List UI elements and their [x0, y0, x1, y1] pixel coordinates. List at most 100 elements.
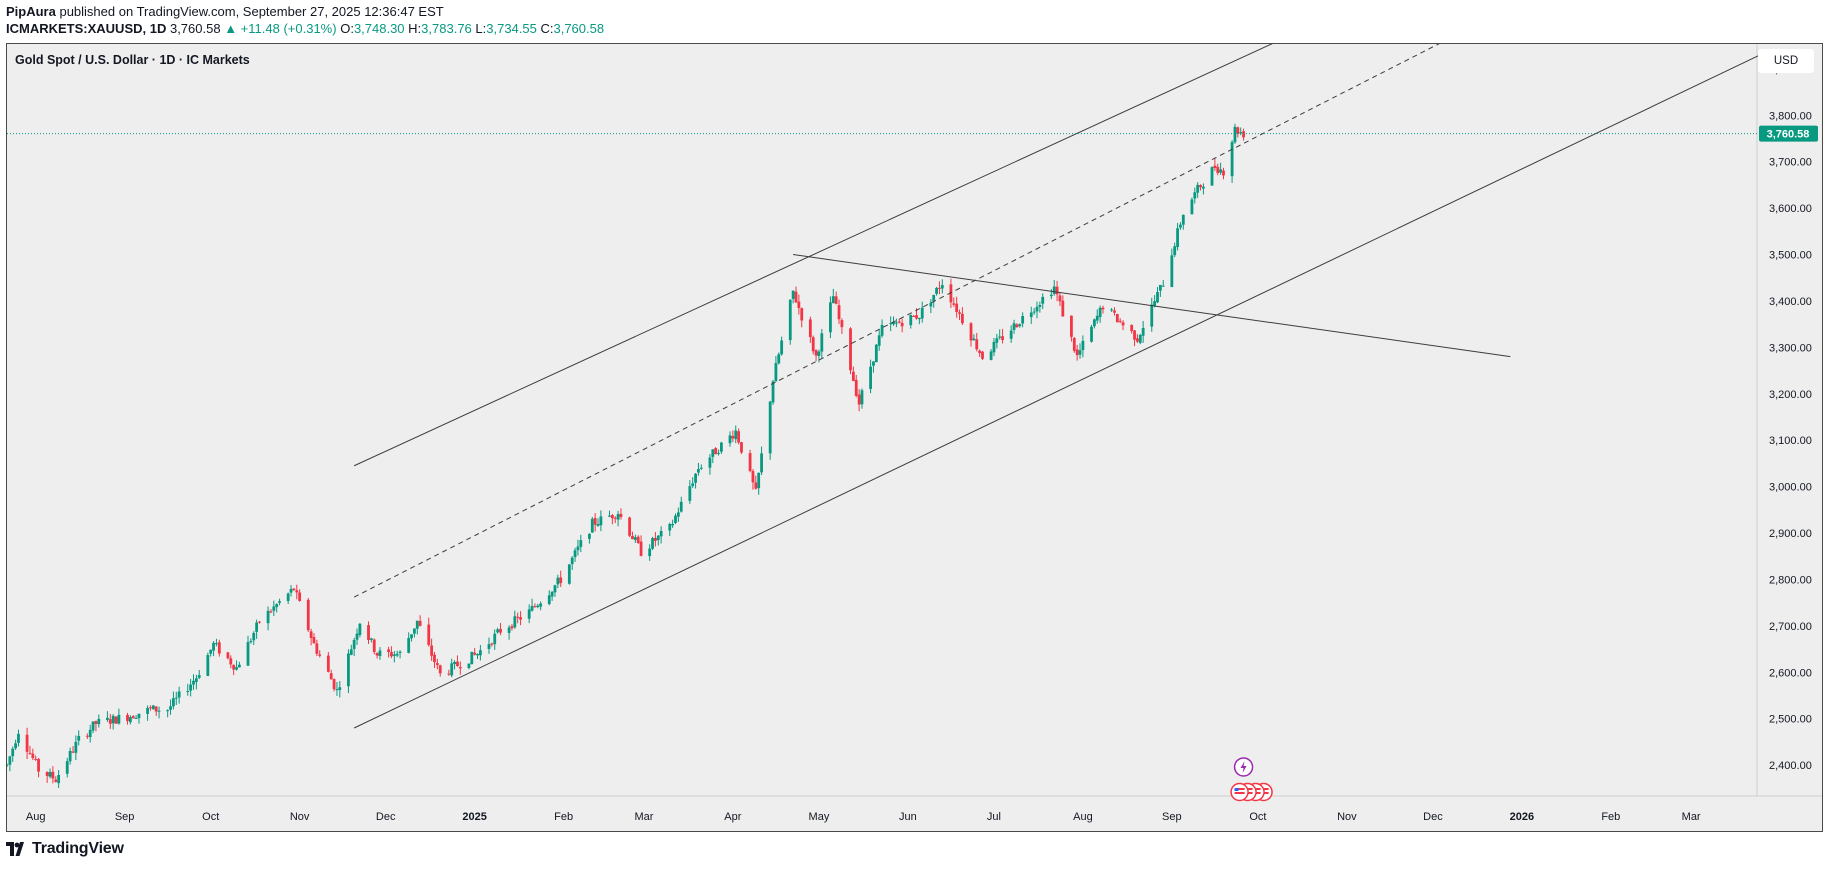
flag-canton [1234, 788, 1239, 791]
candle-body [31, 753, 35, 759]
author-name[interactable]: PipAura [6, 4, 56, 19]
candle [1090, 324, 1093, 343]
candle [278, 598, 281, 606]
candle [149, 705, 152, 711]
candle [1078, 343, 1082, 359]
candle [628, 516, 631, 538]
candle-body [111, 715, 115, 724]
candle [708, 454, 712, 475]
candle-body [539, 603, 543, 607]
candle-body [318, 654, 322, 656]
candle-body [249, 640, 253, 643]
candle-body [748, 453, 752, 471]
candle-body [1032, 311, 1036, 313]
candle-body [269, 611, 273, 613]
candle-body [978, 350, 982, 353]
y-tick-label: 3,200.00 [1769, 389, 1812, 401]
candle [909, 314, 913, 329]
candle-body [65, 761, 69, 774]
candle-body [915, 315, 918, 319]
candle-body [387, 649, 390, 652]
close-value: 3,760.58 [553, 21, 605, 36]
candle [174, 691, 178, 705]
candle-body [209, 649, 213, 654]
candle-body [453, 662, 456, 665]
candle-body [117, 714, 121, 724]
candle-body [458, 667, 462, 669]
candle [217, 639, 221, 657]
candle-body [1170, 255, 1174, 288]
y-tick-label: 3,300.00 [1769, 342, 1812, 354]
candle-body [811, 337, 815, 352]
candle-body [1133, 330, 1136, 340]
candle [656, 534, 660, 546]
candle-body [349, 649, 353, 655]
candle [938, 281, 941, 295]
x-tick-label: 2026 [1510, 811, 1534, 823]
y-tick-label: 3,800.00 [1769, 110, 1812, 122]
currency-button[interactable]: USD [1758, 49, 1814, 73]
candle [576, 539, 580, 556]
candle-body [981, 351, 984, 359]
candle-body [1222, 170, 1225, 176]
candle [1118, 318, 1122, 324]
candle [326, 651, 330, 673]
candle-body [367, 625, 370, 640]
candle [872, 361, 875, 373]
candle [117, 708, 121, 725]
candle-body [613, 517, 617, 519]
candle-body [639, 541, 643, 556]
candle [800, 307, 804, 328]
candle [338, 680, 342, 698]
candle-body [1070, 315, 1073, 337]
candle [1176, 222, 1179, 251]
candle-body [573, 550, 577, 558]
candle-body [1179, 224, 1182, 228]
candle [1081, 335, 1085, 358]
x-tick-label: Oct [202, 811, 219, 823]
candle [433, 651, 436, 669]
flag-stripe [1234, 788, 1245, 790]
candle-body [992, 341, 996, 353]
candle [1222, 167, 1225, 180]
y-tick-label: 3,100.00 [1769, 435, 1812, 447]
candle-body [77, 735, 81, 741]
candle [94, 720, 98, 732]
candle-body [375, 653, 379, 656]
candle-body [94, 721, 98, 724]
candle-body [189, 684, 193, 691]
candle [226, 651, 230, 660]
candle-body [912, 315, 916, 317]
candle-body [717, 452, 720, 454]
candle-body [1038, 304, 1042, 307]
candle [811, 335, 815, 355]
price-chart[interactable]: 3,900.003,800.003,700.003,600.003,500.00… [7, 44, 1822, 831]
candle-body [1176, 228, 1179, 248]
x-tick-label: Sep [1162, 811, 1182, 823]
candle [1170, 248, 1174, 288]
candle-body [407, 637, 411, 653]
x-tick-label: Feb [554, 811, 573, 823]
footer-branding[interactable]: TradingView [6, 840, 124, 858]
candle-body [1012, 323, 1016, 330]
candle-body [1055, 286, 1059, 295]
candle-body [940, 285, 944, 289]
chart-pane[interactable]: 3,900.003,800.003,700.003,600.003,500.00… [6, 43, 1823, 832]
candle [1092, 318, 1096, 329]
candle-body [51, 771, 55, 779]
candle-body [177, 691, 181, 698]
candle [1219, 162, 1223, 175]
candle-body [631, 536, 634, 540]
candle [131, 714, 135, 719]
candle-body [312, 637, 316, 644]
candle [367, 621, 370, 644]
candle-body [450, 663, 454, 676]
candle-body [734, 430, 738, 440]
candle-body [392, 654, 396, 656]
candle-body [229, 658, 233, 665]
candle-body [298, 592, 302, 601]
candle-body [217, 642, 221, 654]
candle-body [616, 514, 620, 520]
candle-body [390, 652, 393, 657]
candle-body [1190, 199, 1194, 215]
